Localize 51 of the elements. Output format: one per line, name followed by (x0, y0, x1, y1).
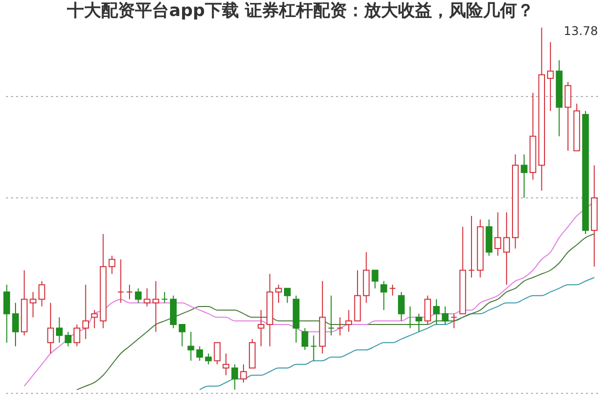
candlestick (30, 291, 36, 318)
candlestick (336, 316, 344, 336)
candlestick (214, 342, 221, 365)
candlestick (503, 212, 510, 286)
candlestick (520, 154, 528, 198)
chart-title: 十大配资平台app下载 证券杠杆配资：放大收益，风险几何？ (66, 1, 534, 21)
candlestick (108, 255, 116, 274)
candlestick (424, 295, 432, 326)
candlestick (152, 280, 160, 332)
candlestick (406, 306, 414, 329)
candlestick (547, 42, 554, 112)
candlestick (302, 328, 308, 350)
candlestick (178, 324, 186, 347)
candlestick (494, 212, 502, 256)
candlestick (134, 288, 142, 304)
annotation: 13.78 (564, 24, 598, 38)
candlestick (74, 324, 80, 347)
candlestick (205, 353, 212, 365)
candlestick (345, 310, 352, 332)
candlestick (468, 215, 475, 278)
candlestick (398, 291, 405, 322)
candlestick (231, 364, 238, 390)
candlestick (126, 284, 133, 300)
candlestick (380, 280, 388, 311)
candlestick (196, 346, 204, 362)
candlestick (416, 313, 422, 332)
candlestick (82, 284, 89, 340)
candlestick (161, 291, 168, 304)
candlestick (450, 313, 458, 329)
candlestick (275, 284, 282, 304)
candlestick (328, 295, 335, 336)
candlestick (117, 258, 124, 304)
candlestick (64, 331, 72, 347)
candlestick (433, 298, 440, 326)
candlestick (12, 302, 19, 347)
candlestick (3, 284, 10, 344)
candlestick (47, 302, 54, 354)
candlestick (240, 364, 247, 383)
candlestick (389, 284, 396, 296)
candlestick (284, 288, 291, 304)
candlestick (91, 310, 98, 329)
candlestick (310, 334, 318, 362)
candlestick (372, 270, 378, 289)
candlestick (258, 310, 264, 347)
candlestick (56, 316, 63, 344)
candlestick (222, 353, 230, 376)
candlestick (442, 306, 449, 326)
candlestick (564, 81, 572, 152)
candlestick (188, 331, 194, 362)
candlestick (144, 288, 150, 307)
candlestick (38, 280, 46, 307)
